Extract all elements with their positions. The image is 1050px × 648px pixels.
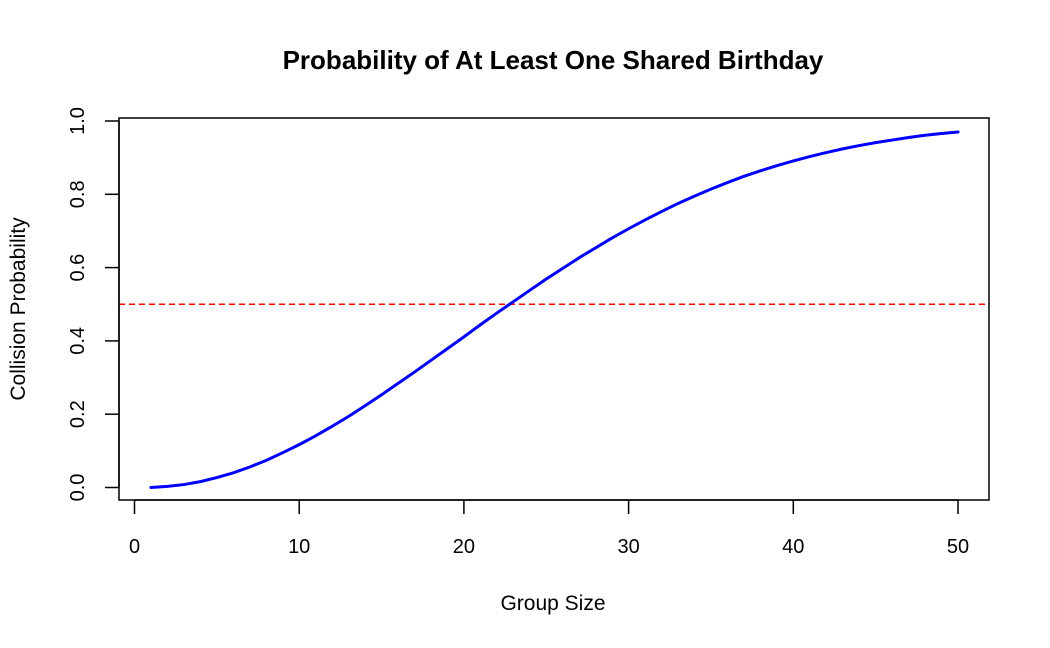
x-tick-label: 0 bbox=[129, 536, 140, 558]
x-tick-label: 40 bbox=[782, 536, 804, 558]
y-tick-label: 1.0 bbox=[67, 107, 89, 135]
y-tick-label: 0.0 bbox=[67, 474, 89, 502]
x-tick-label: 20 bbox=[453, 536, 475, 558]
series-layer bbox=[149, 130, 960, 489]
chart-title: Probability of At Least One Shared Birth… bbox=[283, 45, 824, 75]
series-line bbox=[149, 130, 960, 489]
x-axis-label: Group Size bbox=[500, 592, 605, 615]
x-axis: 0 10 20 30 40 50 bbox=[129, 499, 969, 558]
x-tick-label: 50 bbox=[947, 536, 969, 558]
x-tick-label: 30 bbox=[617, 536, 639, 558]
y-tick-label: 0.2 bbox=[67, 400, 89, 428]
y-tick-label: 0.8 bbox=[67, 180, 89, 208]
y-tick-label: 0.6 bbox=[67, 254, 89, 282]
y-axis: 0.0 0.2 0.4 0.6 0.8 1.0 bbox=[67, 107, 120, 502]
x-tick-label: 10 bbox=[288, 536, 310, 558]
plot-frame bbox=[118, 117, 990, 501]
y-tick-label: 0.4 bbox=[67, 327, 89, 355]
y-axis-label: Collision Probability bbox=[7, 217, 30, 401]
